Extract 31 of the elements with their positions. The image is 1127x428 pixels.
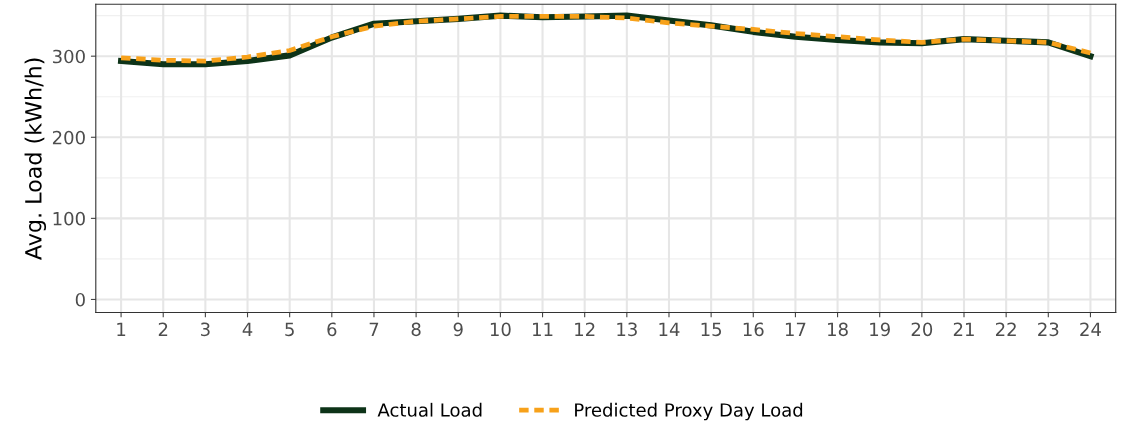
x-tick-label: 24 [1080, 322, 1101, 336]
x-tick-label: 17 [785, 322, 806, 336]
x-tick-label: 2 [158, 322, 168, 336]
x-tick-label: 15 [701, 322, 722, 337]
y-tick-label: 100 [53, 211, 85, 226]
x-tick-label: 3 [201, 322, 210, 337]
y-tick-label: 200 [52, 130, 85, 145]
x-tick-label: 14 [659, 322, 680, 336]
x-tick-label: 21 [953, 322, 974, 336]
x-tick-label: 20 [911, 322, 933, 337]
y-tick-label: 0 [75, 292, 85, 307]
legend-label: Actual Load [377, 402, 482, 417]
x-tick-label: 9 [453, 322, 463, 337]
x-tick-label: 23 [1038, 322, 1059, 337]
x-tick-label: 11 [533, 322, 553, 336]
y-tick-label: 300 [52, 49, 85, 64]
x-tick-label: 10 [490, 322, 511, 337]
x-tick-label: 5 [285, 322, 294, 337]
legend-label: Predicted Proxy Day Load [575, 402, 803, 421]
x-tick-label: 7 [369, 322, 379, 336]
x-tick-label: 4 [242, 322, 253, 336]
x-tick-label: 6 [327, 322, 337, 337]
x-tick-label: 12 [575, 322, 595, 336]
x-tick-label: 19 [870, 322, 890, 337]
x-tick-label: 8 [411, 322, 421, 337]
y-axis-title: Avg. Load (kWh/h) [24, 58, 47, 260]
x-tick-label: 16 [743, 322, 764, 337]
x-tick-label: 13 [617, 322, 637, 337]
x-tick-label: 1 [117, 322, 126, 336]
x-tick-label: 22 [995, 322, 1016, 336]
x-tick-label: 18 [828, 322, 848, 337]
